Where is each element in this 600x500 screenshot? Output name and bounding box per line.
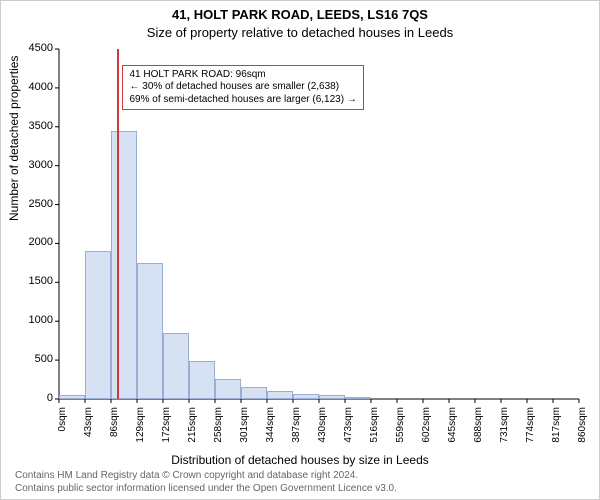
x-tick-label: 430sqm: [317, 407, 328, 443]
x-tick-label: 602sqm: [421, 407, 432, 443]
credit-line-1: Contains HM Land Registry data © Crown c…: [15, 470, 358, 481]
histogram-bar: [163, 333, 189, 399]
y-tick-label: 2000: [9, 236, 53, 248]
y-tick-label: 500: [9, 353, 53, 365]
annotation-line2: ← 30% of detached houses are smaller (2,…: [129, 81, 356, 94]
y-tick-label: 0: [9, 392, 53, 404]
x-tick-label: 129sqm: [135, 407, 146, 443]
x-tick-label: 688sqm: [473, 407, 484, 443]
plot-area: 41 HOLT PARK ROAD: 96sqm← 30% of detache…: [59, 49, 579, 399]
credit-line-2: Contains public sector information licen…: [15, 483, 397, 494]
x-tick-label: 559sqm: [395, 407, 406, 443]
x-tick-label: 860sqm: [577, 407, 588, 443]
chart-area: 41 HOLT PARK ROAD: 96sqm← 30% of detache…: [59, 49, 581, 399]
x-tick-label: 258sqm: [213, 407, 224, 443]
x-tick-label: 387sqm: [291, 407, 302, 443]
histogram-bar: [319, 395, 345, 399]
y-tick-label: 4500: [9, 42, 53, 54]
annotation-line3: 69% of semi-detached houses are larger (…: [129, 94, 356, 107]
histogram-bar: [59, 395, 85, 399]
x-tick-label: 301sqm: [239, 407, 250, 443]
histogram-bar: [137, 263, 163, 399]
annotation-box: 41 HOLT PARK ROAD: 96sqm← 30% of detache…: [122, 65, 363, 111]
annotation-line1: 41 HOLT PARK ROAD: 96sqm: [129, 69, 356, 82]
x-tick-label: 344sqm: [265, 407, 276, 443]
x-tick-label: 817sqm: [551, 407, 562, 443]
y-tick-label: 3000: [9, 159, 53, 171]
x-tick-label: 731sqm: [499, 407, 510, 443]
y-tick-label: 3500: [9, 120, 53, 132]
x-tick-label: 86sqm: [109, 407, 120, 437]
x-tick-label: 43sqm: [83, 407, 94, 437]
y-tick-label: 1000: [9, 314, 53, 326]
histogram-bar: [215, 379, 241, 399]
x-tick-label: 645sqm: [447, 407, 458, 443]
histogram-bar: [241, 387, 267, 399]
y-tick-label: 1500: [9, 275, 53, 287]
histogram-bar: [85, 251, 111, 399]
figure-container: 41, HOLT PARK ROAD, LEEDS, LS16 7QS Size…: [0, 0, 600, 500]
x-tick-label: 0sqm: [57, 407, 68, 431]
y-tick-label: 2500: [9, 198, 53, 210]
x-tick-label: 215sqm: [187, 407, 198, 443]
histogram-bar: [267, 391, 293, 399]
x-axis-label: Distribution of detached houses by size …: [1, 453, 599, 467]
histogram-bar: [345, 397, 371, 399]
y-tick-label: 4000: [9, 81, 53, 93]
histogram-bar: [293, 394, 319, 399]
x-tick-label: 172sqm: [161, 407, 172, 443]
x-tick-label: 774sqm: [525, 407, 536, 443]
histogram-bar: [189, 361, 215, 399]
property-marker-line: [117, 49, 119, 399]
x-tick-label: 473sqm: [343, 407, 354, 443]
title-address: 41, HOLT PARK ROAD, LEEDS, LS16 7QS: [1, 7, 599, 22]
x-tick-label: 516sqm: [369, 407, 380, 443]
histogram-bar: [111, 131, 137, 399]
title-subtitle: Size of property relative to detached ho…: [1, 25, 599, 40]
